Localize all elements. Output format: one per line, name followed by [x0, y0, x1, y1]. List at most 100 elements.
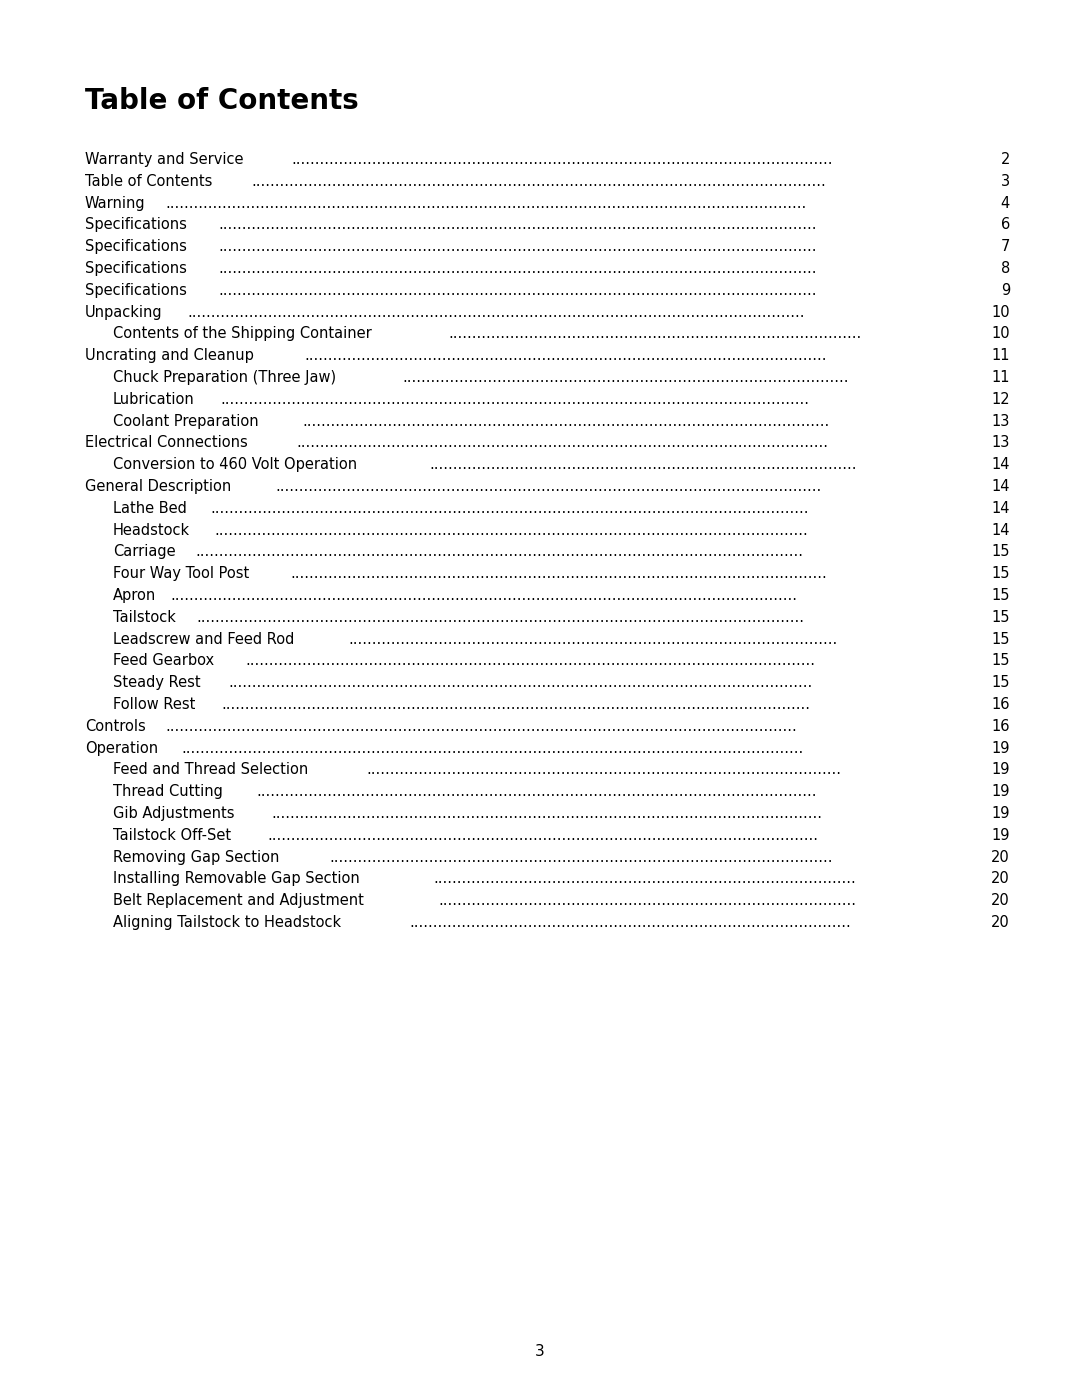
Text: ................................................................................: ........................................…: [187, 305, 805, 320]
Text: 15: 15: [991, 566, 1010, 581]
Text: 20: 20: [991, 872, 1010, 887]
Text: ................................................................................: ........................................…: [291, 566, 827, 581]
Text: ................................................................................: ........................................…: [195, 545, 804, 559]
Text: 19: 19: [991, 763, 1010, 777]
Text: Warning: Warning: [85, 196, 146, 211]
Text: Gib Adjustments: Gib Adjustments: [113, 806, 234, 821]
Text: Chuck Preparation (Three Jaw): Chuck Preparation (Three Jaw): [113, 370, 336, 386]
Text: 14: 14: [991, 457, 1010, 472]
Text: Electrical Connections: Electrical Connections: [85, 436, 247, 450]
Text: Specifications: Specifications: [85, 218, 187, 232]
Text: ................................................................................: ........................................…: [221, 697, 810, 712]
Text: 20: 20: [991, 849, 1010, 865]
Text: ................................................................................: ........................................…: [403, 370, 849, 386]
Text: 19: 19: [991, 806, 1010, 821]
Text: 10: 10: [991, 327, 1010, 341]
Text: 15: 15: [991, 631, 1010, 647]
Text: 12: 12: [991, 391, 1010, 407]
Text: 16: 16: [991, 719, 1010, 733]
Text: 14: 14: [991, 500, 1010, 515]
Text: Feed and Thread Selection: Feed and Thread Selection: [113, 763, 308, 777]
Text: Belt Replacement and Adjustment: Belt Replacement and Adjustment: [113, 893, 364, 908]
Text: ................................................................................: ........................................…: [448, 327, 862, 341]
Text: 20: 20: [991, 893, 1010, 908]
Text: 19: 19: [991, 740, 1010, 756]
Text: ................................................................................: ........................................…: [218, 239, 816, 254]
Text: ................................................................................: ........................................…: [438, 893, 856, 908]
Text: 4: 4: [1001, 196, 1010, 211]
Text: Specifications: Specifications: [85, 261, 187, 277]
Text: ................................................................................: ........................................…: [409, 915, 851, 930]
Text: ................................................................................: ........................................…: [245, 654, 815, 668]
Text: 15: 15: [991, 654, 1010, 668]
Text: 6: 6: [1001, 218, 1010, 232]
Text: 15: 15: [991, 545, 1010, 559]
Text: 16: 16: [991, 697, 1010, 712]
Text: ................................................................................: ........................................…: [228, 675, 812, 690]
Text: ................................................................................: ........................................…: [302, 414, 831, 429]
Text: Specifications: Specifications: [85, 282, 187, 298]
Text: ................................................................................: ........................................…: [195, 610, 804, 624]
Text: Lubrication: Lubrication: [113, 391, 194, 407]
Text: 14: 14: [991, 522, 1010, 538]
Text: 3: 3: [535, 1344, 545, 1359]
Text: 20: 20: [991, 915, 1010, 930]
Text: Headstock: Headstock: [113, 522, 190, 538]
Text: 15: 15: [991, 610, 1010, 624]
Text: Warranty and Service: Warranty and Service: [85, 152, 243, 168]
Text: ................................................................................: ........................................…: [165, 719, 797, 733]
Text: 3: 3: [1001, 173, 1010, 189]
Text: Contents of the Shipping Container: Contents of the Shipping Container: [113, 327, 372, 341]
Text: ................................................................................: ........................................…: [171, 588, 798, 604]
Text: 14: 14: [991, 479, 1010, 495]
Text: 9: 9: [1001, 282, 1010, 298]
Text: ................................................................................: ........................................…: [271, 806, 823, 821]
Text: ................................................................................: ........................................…: [297, 436, 828, 450]
Text: ................................................................................: ........................................…: [257, 784, 818, 799]
Text: 10: 10: [991, 305, 1010, 320]
Text: ................................................................................: ........................................…: [430, 457, 858, 472]
Text: ................................................................................: ........................................…: [165, 196, 807, 211]
Text: ................................................................................: ........................................…: [267, 828, 819, 842]
Text: ................................................................................: ........................................…: [275, 479, 822, 495]
Text: Tailstock Off-Set: Tailstock Off-Set: [113, 828, 231, 842]
Text: 19: 19: [991, 828, 1010, 842]
Text: ................................................................................: ........................................…: [218, 218, 816, 232]
Text: General Description: General Description: [85, 479, 231, 495]
Text: 11: 11: [991, 348, 1010, 363]
Text: ................................................................................: ........................................…: [218, 261, 816, 277]
Text: 15: 15: [991, 588, 1010, 604]
Text: Aligning Tailstock to Headstock: Aligning Tailstock to Headstock: [113, 915, 341, 930]
Text: Steady Rest: Steady Rest: [113, 675, 201, 690]
Text: Tailstock: Tailstock: [113, 610, 176, 624]
Text: Table of Contents: Table of Contents: [85, 173, 213, 189]
Text: ................................................................................: ........................................…: [292, 152, 833, 168]
Text: Controls: Controls: [85, 719, 146, 733]
Text: 11: 11: [991, 370, 1010, 386]
Text: ................................................................................: ........................................…: [218, 282, 816, 298]
Text: Coolant Preparation: Coolant Preparation: [113, 414, 258, 429]
Text: Specifications: Specifications: [85, 239, 187, 254]
Text: ................................................................................: ........................................…: [211, 500, 809, 515]
Text: 19: 19: [991, 784, 1010, 799]
Text: ................................................................................: ........................................…: [367, 763, 841, 777]
Text: Feed Gearbox: Feed Gearbox: [113, 654, 214, 668]
Text: ................................................................................: ........................................…: [220, 391, 809, 407]
Text: Carriage: Carriage: [113, 545, 176, 559]
Text: 2: 2: [1001, 152, 1010, 168]
Text: ................................................................................: ........................................…: [329, 849, 833, 865]
Text: 7: 7: [1001, 239, 1010, 254]
Text: 13: 13: [991, 436, 1010, 450]
Text: ................................................................................: ........................................…: [349, 631, 838, 647]
Text: Table of Contents: Table of Contents: [85, 87, 359, 115]
Text: Unpacking: Unpacking: [85, 305, 163, 320]
Text: 15: 15: [991, 675, 1010, 690]
Text: Lathe Bed: Lathe Bed: [113, 500, 187, 515]
Text: ................................................................................: ........................................…: [305, 348, 827, 363]
Text: Apron: Apron: [113, 588, 157, 604]
Text: ................................................................................: ........................................…: [433, 872, 856, 887]
Text: Installing Removable Gap Section: Installing Removable Gap Section: [113, 872, 360, 887]
Text: Leadscrew and Feed Rod: Leadscrew and Feed Rod: [113, 631, 295, 647]
Text: ................................................................................: ........................................…: [214, 522, 808, 538]
Text: Uncrating and Cleanup: Uncrating and Cleanup: [85, 348, 254, 363]
